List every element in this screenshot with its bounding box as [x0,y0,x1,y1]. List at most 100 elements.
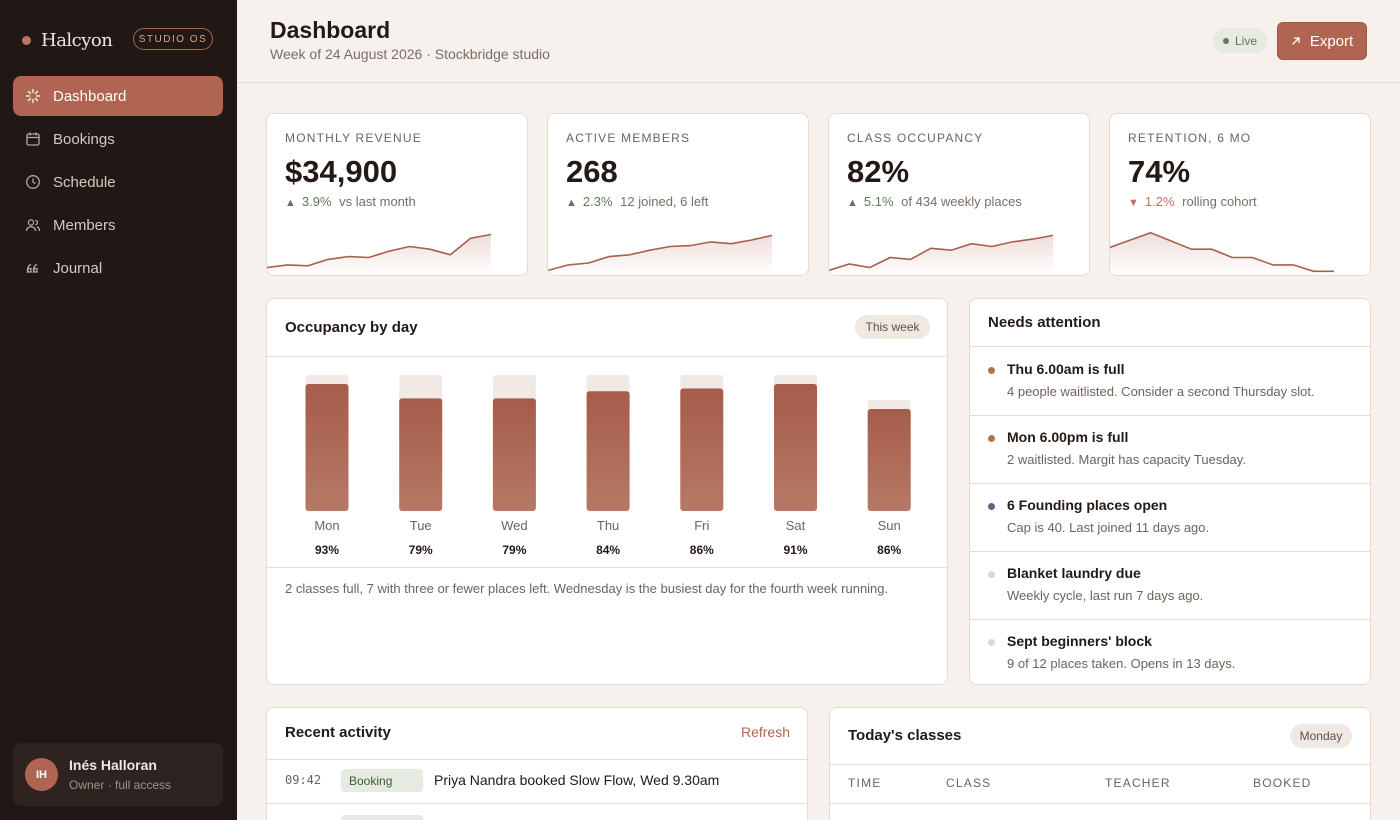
sparkline-line [1110,231,1334,273]
bar-mon[interactable] [305,384,349,511]
kpi-delta-value: 2.3% [582,194,613,209]
this-week-filter[interactable]: This week [855,315,930,339]
kpi-delta-note: of 434 weekly places [901,194,1022,209]
bar-fri[interactable] [680,388,724,511]
kpi-value: 82% [847,154,910,189]
bar-value-label: 79% [502,543,526,557]
x-tick-label: Mon [314,518,339,533]
bar-tue[interactable] [399,398,443,511]
attention-item[interactable]: Sept beginners' block 9 of 12 places take… [970,619,1370,684]
bar-value-label: 93% [315,543,339,557]
kpi-card-members: ACTIVE MEMBERS 268 ▲ 2.3% 12 joined, 6 le… [547,113,809,276]
brand-logo[interactable]: Halcyon [22,27,113,53]
occupancy-card: Occupancy by day This week Mon 93% Tue 79% W… [266,298,948,685]
attention-item-text: Cap is 40. Last joined 11 days ago. [1007,520,1210,535]
sparkline-chart [1110,231,1334,275]
activity-row[interactable]: 09:42 Booking Priya Nandra booked Slow F… [267,759,807,803]
kpi-label: MONTHLY REVENUE [285,131,422,145]
kpi-value: 74% [1128,154,1191,189]
sidebar-item-journal[interactable]: Journal [13,248,223,288]
sidebar-item-dashboard[interactable]: Dashboard [13,76,223,116]
sidebar-item-label: Journal [53,259,103,277]
arrow-up-right-icon [1292,37,1300,45]
live-status-badge: Live [1213,28,1267,53]
column-header-teacher[interactable]: TEACHER [1105,776,1171,790]
attention-item-text: 9 of 12 places taken. Opens in 13 days. [1007,656,1236,671]
attention-item-title: Sept beginners' block [1007,633,1152,649]
status-dot-icon [988,367,995,374]
bar-value-label: 84% [596,543,620,557]
attention-item[interactable]: Blanket laundry due Weekly cycle, last ru… [970,551,1370,619]
sidebar: Halcyon STUDIO OS Dashboard Bookings Sch… [0,0,237,820]
sidebar-item-members[interactable]: Members [13,205,223,245]
day-filter[interactable]: Monday [1290,724,1352,748]
column-header-time[interactable]: TIME [848,776,882,790]
sparkline-line [548,234,773,272]
brand-dot-icon [22,35,31,45]
sidebar-item-schedule[interactable]: Schedule [13,162,223,202]
activity-row-partial [267,803,807,820]
user-name: Inés Halloran [69,757,157,773]
x-tick-label: Thu [597,518,619,533]
trend-down-icon: ▼ [1128,197,1139,209]
sparkline-line [829,234,1054,272]
trend-up-icon: ▲ [285,197,296,209]
user-profile-card[interactable]: IH Inés Halloran Owner · full access [13,743,223,806]
activity-type-badge: Booking [341,769,423,792]
kpi-delta: ▲ 2.3% 12 joined, 6 left [566,194,708,209]
attention-item-text: Weekly cycle, last run 7 days ago. [1007,588,1204,603]
attention-item[interactable]: Mon 6.00pm is full 2 waitlisted. Margit h… [970,415,1370,483]
bar-wed[interactable] [492,398,536,511]
trend-up-icon: ▲ [847,197,858,209]
attention-item-text: 4 people waitlisted. Consider a second T… [1007,384,1315,399]
kpi-delta-value: 1.2% [1144,194,1175,209]
kpi-label: CLASS OCCUPANCY [847,131,984,145]
attention-item-text: 2 waitlisted. Margit has capacity Tuesda… [1007,452,1246,467]
bar-sat[interactable] [774,384,817,511]
needs-attention-title: Needs attention [988,314,1101,331]
kpi-delta-note: vs last month [339,194,416,209]
kpi-value: $34,900 [285,154,398,189]
attention-item-title: Blanket laundry due [1007,565,1141,581]
divider [267,759,807,760]
attention-item[interactable]: Thu 6.00am is full 4 people waitlisted. C… [970,347,1370,415]
refresh-button[interactable]: Refresh [740,724,790,740]
divider [267,356,947,357]
attention-item[interactable]: 6 Founding places open Cap is 40. Last jo… [970,483,1370,551]
quote-icon [26,263,38,273]
sidebar-item-label: Dashboard [53,87,127,105]
attention-item-title: 6 Founding places open [1007,497,1168,513]
divider [970,551,1370,552]
export-button[interactable]: Export [1277,22,1367,60]
studio-os-badge: STUDIO OS [133,28,213,50]
divider [830,764,1370,765]
kpi-delta-value: 5.1% [863,194,894,209]
clock-icon [26,175,40,189]
column-header-class[interactable]: CLASS [946,776,992,790]
attention-item-title: Mon 6.00pm is full [1007,429,1129,445]
brand-name: Halcyon [41,29,113,51]
bar-thu[interactable] [586,391,630,511]
x-tick-label: Sun [878,518,901,533]
kpi-value: 268 [566,154,618,189]
divider [970,483,1370,484]
divider [970,415,1370,416]
kpi-card-revenue: MONTHLY REVENUE $34,900 ▲ 3.9% vs last mo… [266,113,528,276]
kpi-delta-note: 12 joined, 6 left [620,194,709,209]
x-tick-label: Wed [501,518,528,533]
status-dot-icon [988,639,995,646]
kpi-delta: ▲ 3.9% vs last month [285,194,416,209]
sidebar-item-bookings[interactable]: Bookings [13,119,223,159]
sidebar-item-label: Bookings [53,130,115,148]
status-dot-icon [988,503,995,510]
kpi-label: RETENTION, 6 MO [1128,131,1252,145]
sidebar-item-label: Members [53,216,116,234]
live-dot-icon [1222,37,1229,44]
divider [970,346,1370,347]
users-icon [25,219,41,232]
activity-time: 09:42 [285,773,322,787]
bar-sun[interactable] [867,409,911,511]
status-dot-icon [988,435,995,442]
column-header-booked[interactable]: BOOKED [1253,776,1312,790]
sparkline-chart [267,233,492,275]
